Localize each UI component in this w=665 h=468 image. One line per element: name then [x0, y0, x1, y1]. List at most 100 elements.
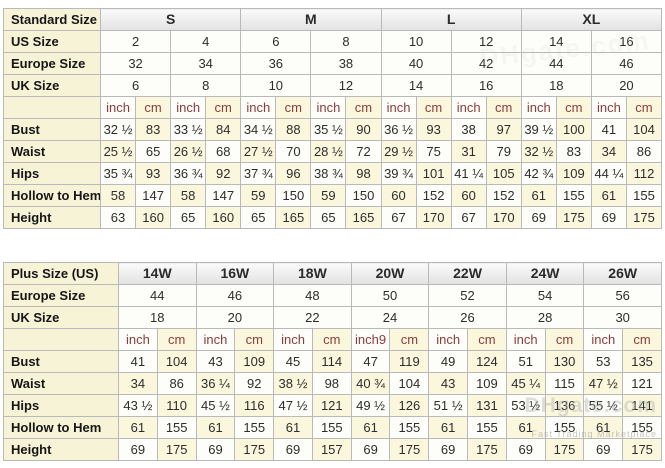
size-group-header: M: [240, 8, 382, 31]
measure-cell: 53: [583, 350, 624, 373]
size-value-cell: 14: [520, 30, 592, 53]
measure-cell: 36 ½: [380, 118, 417, 141]
measure-cell: 36 ¼: [195, 372, 236, 395]
measure-cell: 155: [311, 416, 352, 439]
unit-cell: inch9: [350, 328, 391, 351]
size-value-cell: 24: [350, 306, 430, 329]
unit-cell: cm: [555, 96, 592, 119]
measure-cell: 75: [415, 140, 452, 163]
measure-cell: 31: [450, 140, 487, 163]
measure-cell: 100: [555, 118, 592, 141]
measure-cell: 93: [415, 118, 452, 141]
measure-cell: 175: [467, 438, 507, 461]
measure-cell: 61: [350, 416, 391, 439]
measure-cell: 26 ½: [170, 140, 207, 163]
unit-cell: cm: [311, 328, 352, 351]
size-value-cell: 22: [273, 306, 352, 329]
measure-cell: 44 ¼: [590, 162, 627, 185]
row-label: Height: [3, 438, 119, 461]
measure-cell: 45: [273, 350, 313, 373]
measure-cell: 109: [555, 162, 592, 185]
measure-cell: 43 ½: [118, 394, 158, 417]
row-label: Height: [3, 206, 101, 229]
measure-cell: 69: [350, 438, 391, 461]
measure-cell: 119: [389, 350, 430, 373]
measure-cell: 90: [345, 118, 382, 141]
measure-cell: 109: [467, 372, 507, 395]
unit-cell: cm: [205, 96, 242, 119]
measure-cell: 58: [99, 184, 137, 207]
measure-cell: 37 ¾: [240, 162, 277, 185]
size-value-cell: 54: [505, 284, 585, 307]
measure-cell: 53 ½: [505, 394, 546, 417]
size-value-cell: 44: [118, 284, 197, 307]
measure-cell: 65: [135, 140, 172, 163]
measure-cell: 34: [118, 372, 158, 395]
size-value-cell: 20: [590, 74, 663, 97]
unit-cell: cm: [135, 96, 172, 119]
empty-label-cell: [3, 328, 119, 351]
unit-cell: inch: [505, 328, 546, 351]
measure-cell: 60: [380, 184, 417, 207]
table-header-row: Plus Size (US) 14W 16W 18W 20W 22W 24W 26W: [3, 262, 662, 285]
row-label: Europe Size: [3, 284, 119, 307]
measure-cell: 40 ¾: [350, 372, 391, 395]
measure-cell: 165: [275, 206, 312, 229]
measure-cell: 69: [273, 438, 313, 461]
measure-cell: 49 ½: [350, 394, 391, 417]
measure-cell: 61: [195, 416, 236, 439]
measure-cell: 45 ½: [195, 394, 236, 417]
measure-cell: 104: [389, 372, 430, 395]
measure-cell: 155: [156, 416, 197, 439]
row-label: Bust: [3, 350, 119, 373]
plus-size-table: Plus Size (US) 14W 16W 18W 20W 22W 24W 26W Europ…: [3, 262, 662, 461]
size-value-cell: 20: [195, 306, 275, 329]
measurement-row: Bust 41 104 43 109 45 114 47 119 49 124 51 130 53 135: [3, 350, 662, 373]
measure-cell: 69: [195, 438, 236, 461]
measure-cell: 155: [625, 184, 663, 207]
measure-cell: 121: [311, 394, 352, 417]
size-value-cell: 50: [350, 284, 430, 307]
measure-cell: 155: [544, 416, 585, 439]
measure-cell: 86: [625, 140, 663, 163]
measure-cell: 38: [450, 118, 487, 141]
measure-cell: 92: [234, 372, 275, 395]
measure-cell: 175: [389, 438, 430, 461]
measure-cell: 39 ¾: [380, 162, 417, 185]
measure-cell: 160: [205, 206, 242, 229]
measure-cell: 136: [544, 394, 585, 417]
measure-cell: 60: [450, 184, 487, 207]
measure-cell: 41: [118, 350, 158, 373]
measure-cell: 105: [485, 162, 522, 185]
measure-cell: 69: [428, 438, 469, 461]
measure-cell: 47 ½: [583, 372, 624, 395]
measure-cell: 65: [170, 206, 207, 229]
measure-cell: 55 ½: [583, 394, 624, 417]
measure-cell: 61: [428, 416, 469, 439]
size-conversion-row: Europe Size 44 46 48 50 52 54 56: [3, 284, 662, 307]
measure-cell: 101: [415, 162, 452, 185]
unit-cell: inch: [170, 96, 207, 119]
unit-cell: cm: [485, 96, 522, 119]
measure-cell: 32 ½: [99, 118, 137, 141]
size-value-cell: 44: [520, 52, 592, 75]
measure-cell: 160: [135, 206, 172, 229]
measure-cell: 47: [350, 350, 391, 373]
measure-cell: 61: [590, 184, 627, 207]
measure-cell: 175: [625, 206, 663, 229]
unit-cell: inch: [273, 328, 313, 351]
row-label: Waist: [3, 372, 119, 395]
row-label: Waist: [3, 140, 101, 163]
measure-cell: 121: [622, 372, 662, 395]
measure-cell: 152: [485, 184, 522, 207]
measure-cell: 155: [234, 416, 275, 439]
measure-cell: 150: [345, 184, 382, 207]
unit-row: inch cm inch cm inch cm inch cm inch cm inch cm inch…: [3, 96, 663, 119]
size-value-cell: 46: [590, 52, 663, 75]
measure-cell: 45 ¼: [505, 372, 546, 395]
unit-cell: inch: [583, 328, 624, 351]
size-group-header: S: [99, 8, 242, 31]
measure-cell: 93: [135, 162, 172, 185]
size-conversion-row: US Size 2 4 6 8 10 12 14 16: [3, 30, 663, 53]
measure-cell: 36 ¾: [170, 162, 207, 185]
